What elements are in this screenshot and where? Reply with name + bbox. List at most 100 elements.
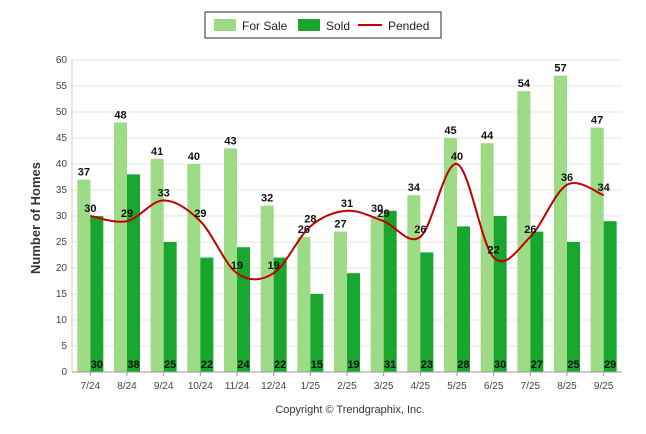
- legend: For Sale Sold Pended: [204, 11, 442, 39]
- y-tick-label: 25: [56, 237, 68, 248]
- y-tick-label: 10: [56, 315, 68, 326]
- bar-sold: [383, 210, 397, 372]
- bar-sold: [200, 257, 214, 372]
- label-pended: 30: [84, 203, 96, 215]
- label-sold: 38: [127, 359, 139, 371]
- y-tick-label: 60: [56, 55, 68, 66]
- x-tick-label: 1/25: [301, 381, 321, 392]
- label-pended: 29: [378, 208, 390, 220]
- bar-sold: [347, 273, 360, 372]
- x-tick-label: 10/24: [188, 381, 213, 392]
- x-axis: 7/24 8/24 9/24 10/24 11/24 12/24 1/25 2/25 3/25 4…: [72, 371, 622, 392]
- bar-for-sale: [334, 231, 347, 372]
- bar-for-sale: [590, 127, 604, 372]
- y-tick-label: 20: [56, 263, 68, 274]
- bar-for-sale: [480, 143, 494, 372]
- pended-line-group: [90, 163, 605, 281]
- label-sold: 27: [531, 359, 543, 371]
- y-tick-label: 50: [56, 107, 68, 118]
- label-sold: 30: [91, 359, 103, 371]
- label-sold: 25: [567, 359, 579, 371]
- y-tick-label: 45: [56, 133, 68, 144]
- label-pended: 36: [561, 172, 573, 184]
- label-pended: 33: [158, 187, 170, 199]
- bar-for-sale: [77, 179, 91, 372]
- y-axis: 0 5 10 15 20 25 30 35 40 45 50 55 60: [56, 55, 73, 378]
- x-tick-label: 11/24: [225, 381, 250, 392]
- bar-for-sale: [554, 75, 567, 372]
- label-pended: 40: [451, 151, 463, 163]
- label-for-sale: 34: [408, 182, 421, 194]
- label-for-sale: 45: [444, 125, 456, 137]
- label-pended: 26: [414, 224, 426, 236]
- legend-swatch-sold: [298, 19, 320, 31]
- label-sold: 19: [347, 359, 359, 371]
- label-sold: 22: [201, 359, 213, 371]
- label-sold: 31: [384, 359, 396, 371]
- label-sold: 30: [494, 359, 506, 371]
- label-sold: 22: [274, 359, 286, 371]
- legend-label-for-sale: For Sale: [242, 19, 288, 33]
- label-pended: 28: [304, 213, 316, 225]
- bar-for-sale: [187, 164, 201, 372]
- bar-for-sale: [444, 138, 457, 372]
- label-sold: 28: [457, 359, 469, 371]
- x-tick-label: 2/25: [337, 381, 357, 392]
- label-pended: 34: [598, 182, 611, 194]
- pended-line: [90, 163, 605, 281]
- label-for-sale: 57: [554, 63, 566, 75]
- label-for-sale: 30: [371, 203, 383, 215]
- label-pended: 26: [524, 224, 536, 236]
- x-tick-label: 5/25: [447, 381, 467, 392]
- label-sold: 15: [311, 359, 323, 371]
- x-tick-label: 12/24: [261, 381, 286, 392]
- label-pended: 31: [341, 198, 353, 210]
- label-for-sale: 37: [78, 167, 90, 179]
- legend-box: [204, 11, 442, 39]
- label-pended: 19: [268, 260, 280, 272]
- label-for-sale: 48: [114, 109, 126, 121]
- x-tick-label: 4/25: [411, 381, 431, 392]
- label-for-sale: 47: [591, 115, 603, 127]
- y-tick-label: 35: [56, 185, 68, 196]
- bar-for-sale: [370, 216, 384, 372]
- label-sold: 29: [604, 359, 616, 371]
- bar-sold: [530, 231, 544, 372]
- legend-label-pended: Pended: [388, 19, 429, 33]
- bar-sold: [163, 242, 177, 372]
- label-for-sale: 40: [188, 151, 200, 163]
- x-tick-label: 7/25: [521, 381, 541, 392]
- y-tick-label: 40: [56, 159, 68, 170]
- label-pended: 22: [488, 245, 500, 257]
- x-tick-label: 9/25: [594, 381, 614, 392]
- x-tick-label: 7/24: [81, 381, 101, 392]
- y-axis-title: Number of Homes: [28, 162, 43, 274]
- y-tick-label: 0: [61, 367, 67, 378]
- x-tick-label: 6/25: [484, 381, 504, 392]
- bar-for-sale: [114, 122, 127, 373]
- data-labels: 37 30 48 38 41 25 40 22 43 24 32 22 26 15 27 19 30 31 34 23…: [78, 63, 617, 371]
- label-pended: 19: [231, 260, 243, 272]
- bar-sold: [90, 216, 104, 372]
- bar-for-sale: [297, 236, 311, 372]
- y-tick-label: 5: [61, 341, 67, 352]
- bar-for-sale: [407, 195, 421, 372]
- label-for-sale: 32: [261, 193, 273, 205]
- label-sold: 25: [164, 359, 176, 371]
- label-sold: 24: [237, 359, 250, 371]
- bar-sold: [310, 294, 324, 372]
- bar-sold: [567, 242, 580, 372]
- label-for-sale: 54: [518, 78, 531, 90]
- label-sold: 23: [421, 359, 433, 371]
- label-for-sale: 41: [151, 146, 163, 158]
- bar-for-sale: [517, 91, 531, 372]
- bar-for-sale: [224, 148, 237, 372]
- label-for-sale: 26: [298, 224, 310, 236]
- bar-for-sale: [150, 158, 164, 372]
- bars: [77, 75, 617, 373]
- x-tick-label: 9/24: [154, 381, 174, 392]
- legend-label-sold: Sold: [326, 19, 350, 33]
- y-tick-label: 55: [56, 81, 68, 92]
- bar-sold: [457, 226, 470, 372]
